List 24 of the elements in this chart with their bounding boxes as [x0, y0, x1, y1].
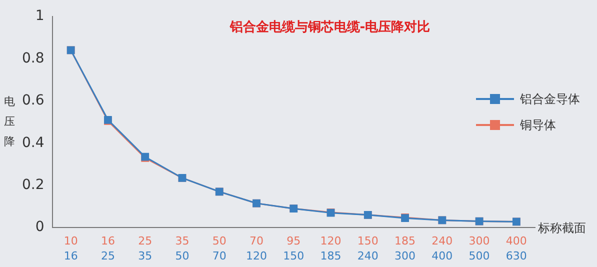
x-tick-label: 120 185 — [320, 234, 342, 262]
x-tick-label: 35 50 — [175, 234, 190, 262]
x-tick-label: 240 400 — [432, 234, 453, 262]
x-tick-label: 150 240 — [357, 234, 378, 262]
x-tick-label: 300 500 — [468, 234, 490, 262]
x-tick-label: 25 35 — [138, 234, 152, 262]
chart-title: 铝合金电缆与铜芯电缆-电压降对比 — [228, 19, 432, 36]
x-tick-label: 185 300 — [394, 234, 416, 262]
y-tick-label: 0.4 — [22, 134, 44, 151]
x-tick-label: 10 16 — [64, 234, 78, 262]
x-tick-label: 95 150 — [283, 234, 304, 262]
x-tick-label: 16 25 — [100, 234, 115, 262]
x-tick-label: 70 120 — [246, 234, 267, 262]
y-tick-label: 1 — [35, 8, 44, 24]
legend-label: 铜导体 — [520, 116, 556, 134]
x-tick-label: 400 630 — [506, 234, 527, 262]
y-axis-title: 电压降 — [4, 94, 16, 150]
y-tick-label: 0.8 — [22, 50, 44, 66]
x-axis-title: 标称截面 — [538, 220, 586, 237]
legend-label: 铝合金导体 — [520, 90, 580, 108]
y-tick-label: 0.6 — [22, 92, 44, 109]
x-tick-label: 50 70 — [212, 234, 226, 262]
y-tick-label: 0.2 — [22, 177, 44, 193]
y-tick-label: 0 — [35, 219, 44, 236]
